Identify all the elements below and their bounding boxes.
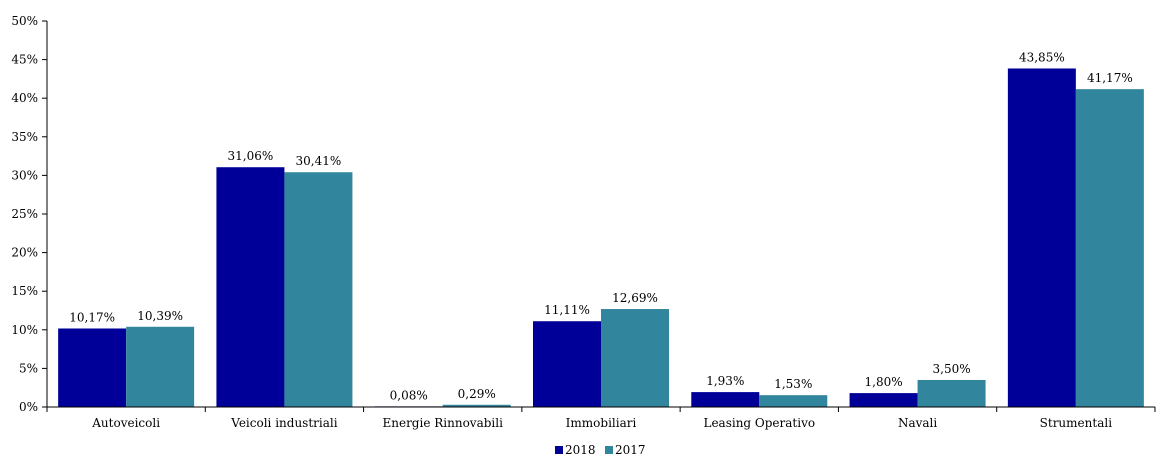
data-label: 3,50% bbox=[933, 362, 971, 376]
x-category-label: Strumentali bbox=[1040, 416, 1113, 430]
bar-2017-5 bbox=[917, 379, 986, 407]
bar-2017-3 bbox=[601, 309, 669, 407]
legend: 2018 2017 bbox=[555, 443, 646, 457]
data-label: 30,41% bbox=[296, 154, 342, 168]
data-label: 1,93% bbox=[706, 374, 744, 388]
x-category-label: Autoveicoli bbox=[91, 416, 160, 430]
y-tick-label: 35% bbox=[11, 130, 38, 144]
data-label: 31,06% bbox=[228, 149, 274, 163]
y-tick-label: 30% bbox=[11, 168, 38, 182]
data-label: 1,80% bbox=[865, 375, 903, 389]
bars: 10,17% 10,39% 31,06% 30,41% 0,08% 0,29% 11,11%… bbox=[58, 50, 1144, 407]
bar-2018-0 bbox=[58, 328, 127, 407]
x-category-label: Veicoli industriali bbox=[230, 416, 337, 430]
data-label: 0,29% bbox=[458, 387, 496, 401]
bar-2018-5 bbox=[849, 393, 918, 407]
data-label: 10,39% bbox=[137, 309, 183, 323]
y-axis: 0% 5% 10% 15% 20% 25% 30% 35% 40% 45% 50% bbox=[11, 14, 48, 414]
legend-label: 2018 bbox=[565, 443, 596, 457]
data-label: 43,85% bbox=[1019, 50, 1065, 64]
data-label: 0,08% bbox=[390, 388, 428, 402]
y-tick-label: 20% bbox=[11, 246, 38, 260]
x-category-label: Energie Rinnovabili bbox=[382, 416, 503, 430]
legend-swatch-2018 bbox=[555, 446, 563, 454]
bar-2018-4 bbox=[691, 392, 760, 407]
y-tick-label: 15% bbox=[11, 284, 38, 298]
bar-2018-3 bbox=[533, 321, 601, 407]
x-category-label: Navali bbox=[898, 416, 937, 430]
data-label: 41,17% bbox=[1087, 71, 1133, 85]
legend-label: 2017 bbox=[615, 443, 646, 457]
y-tick-label: 50% bbox=[11, 14, 38, 28]
bar-2017-0 bbox=[126, 326, 195, 407]
data-label: 12,69% bbox=[612, 291, 658, 305]
y-tick-label: 5% bbox=[19, 361, 38, 375]
x-category-label: Leasing Operativo bbox=[703, 416, 815, 430]
legend-swatch-2017 bbox=[605, 446, 613, 454]
data-label: 11,11% bbox=[544, 303, 590, 317]
y-tick-label: 45% bbox=[11, 53, 38, 67]
data-label: 1,53% bbox=[774, 377, 812, 391]
y-tick-label: 25% bbox=[11, 207, 38, 221]
bar-2017-6 bbox=[1075, 89, 1144, 407]
bar-2018-1 bbox=[216, 167, 285, 407]
bar-2017-2 bbox=[442, 404, 511, 407]
bar-2017-1 bbox=[284, 172, 353, 407]
y-tick-label: 40% bbox=[11, 91, 38, 105]
bar-2018-6 bbox=[1007, 68, 1076, 407]
data-label: 10,17% bbox=[69, 310, 115, 324]
y-tick-label: 0% bbox=[19, 400, 38, 414]
x-category-label: Immobiliari bbox=[566, 416, 637, 430]
bar-2017-4 bbox=[759, 395, 828, 407]
y-tick-label: 10% bbox=[11, 323, 38, 337]
x-axis: Autoveicoli Veicoli industriali Energie Ri… bbox=[46, 406, 1156, 430]
